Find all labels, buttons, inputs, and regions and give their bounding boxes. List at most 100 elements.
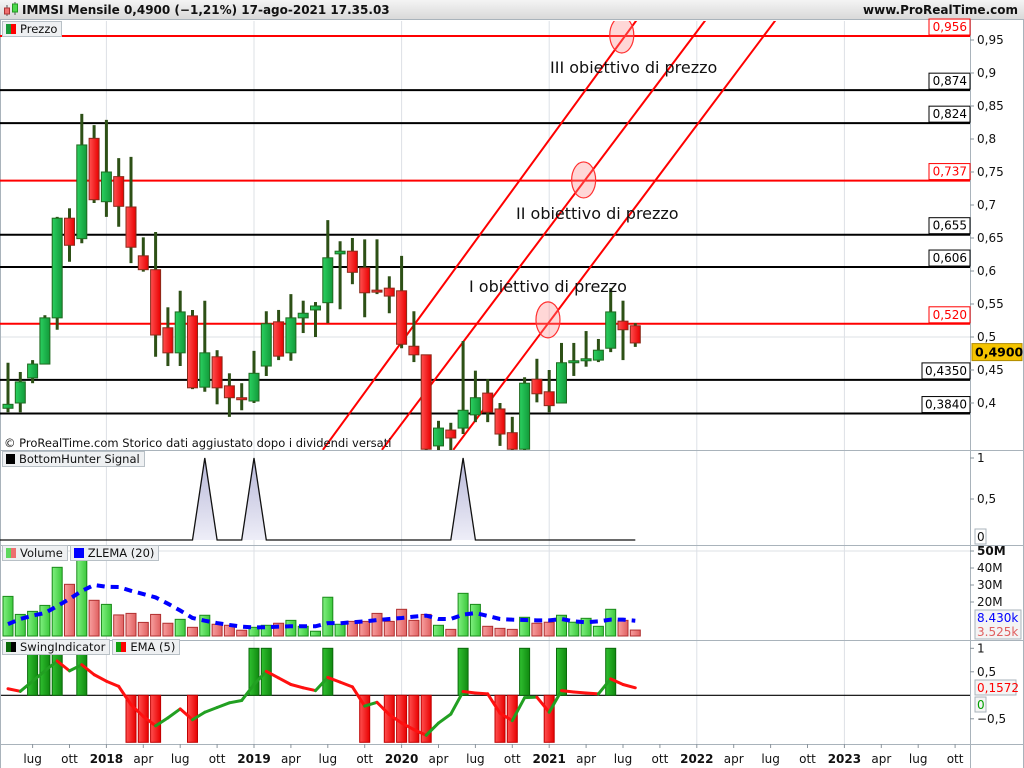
ema-segment <box>363 700 379 708</box>
legend-row-price: Prezzo <box>2 21 63 37</box>
price-level-label: 0,4350 <box>925 364 967 378</box>
swing-bar-up <box>605 647 617 696</box>
volume-bar <box>150 613 162 637</box>
swing-bar-down <box>396 694 408 743</box>
ema-segment <box>350 685 367 708</box>
price-level-label: 0,737 <box>933 165 967 179</box>
volume-bar <box>605 608 617 637</box>
candle-up <box>174 311 186 354</box>
x-axis-label: 2018 <box>90 752 123 766</box>
x-axis-label: lug <box>614 752 633 766</box>
legend-prezzo[interactable]: Prezzo <box>2 21 63 37</box>
ema-segment <box>252 669 268 686</box>
candle-down <box>273 321 285 357</box>
annotation-target-3: III obiettivo di prezzo <box>550 58 718 77</box>
site-link[interactable]: www.ProRealTime.com <box>863 3 1018 17</box>
volume-bar <box>543 621 555 637</box>
axis-label: 0,5 <box>977 330 996 344</box>
x-axis-label: apr <box>576 752 596 766</box>
green-swatch-icon <box>6 24 11 34</box>
volume-bar <box>248 626 260 637</box>
candle-down <box>617 320 629 331</box>
ema-segment <box>400 721 416 732</box>
volume-bar <box>383 620 395 637</box>
price-levels: 0,956 0,874 0,824 0,737 0,655 0,606 0,520 0,435… <box>0 18 971 415</box>
price-level-label: 0,520 <box>933 308 967 322</box>
candlestick-series <box>2 113 641 450</box>
swing-bar-up <box>556 647 567 696</box>
candle-up <box>14 381 26 404</box>
price-level-box <box>921 362 971 380</box>
x-axis-label: lug <box>466 752 485 766</box>
ema-segment <box>191 710 207 722</box>
volume-bar <box>211 623 223 637</box>
volume-bar <box>51 566 63 637</box>
candle-up <box>605 311 617 349</box>
candle-up <box>76 144 88 240</box>
swing-bar-down <box>420 694 432 743</box>
candle-up <box>248 372 260 402</box>
ema-segment <box>621 682 637 690</box>
candle-down <box>137 255 149 271</box>
candle-down <box>187 315 198 389</box>
blue-swatch-icon <box>73 548 84 558</box>
candle-down <box>211 356 223 389</box>
ema-segment <box>129 703 145 718</box>
ema-segment <box>227 698 244 705</box>
candle-down <box>371 289 383 293</box>
candle-up <box>39 317 51 365</box>
volume-bar <box>556 614 567 637</box>
candle-down <box>543 391 555 407</box>
axis-label: 0,6 <box>977 264 996 278</box>
ema-segment <box>510 696 527 723</box>
legend-ema[interactable]: EMA (5) <box>112 639 181 655</box>
legend-bottomhunter[interactable]: BottomHunter Signal <box>2 451 145 467</box>
volume-bar <box>371 612 383 637</box>
candle-up <box>592 349 604 361</box>
swing-bar-up <box>76 647 88 696</box>
legend-row-bottomhunter: BottomHunter Signal <box>2 451 145 467</box>
axis-label: 30M <box>977 578 1003 592</box>
volume-bar <box>445 628 457 637</box>
volume-bar <box>100 603 112 637</box>
bottomhunter-series <box>0 457 636 541</box>
volume-bar <box>359 620 371 637</box>
candle-down <box>346 250 358 273</box>
legend-swing[interactable]: SwingIndicator <box>2 639 111 655</box>
candle-up <box>457 409 469 429</box>
volume-bar <box>137 621 149 637</box>
axis-label: 0,8 <box>977 132 996 146</box>
x-axis-label: apr <box>871 752 891 766</box>
ema-segment <box>560 689 576 694</box>
ema-segment <box>117 684 133 707</box>
candle-up <box>2 403 14 409</box>
x-axis-label: 2022 <box>680 752 713 766</box>
volume-bar <box>260 624 272 637</box>
x-axis-label: apr <box>429 752 449 766</box>
bottomhunter-last-label: 0 <box>977 530 985 544</box>
legend-volume[interactable]: Volume <box>2 545 68 561</box>
ema-segment <box>178 707 194 722</box>
red-swatch-icon <box>121 642 127 652</box>
x-axis-label: ott <box>209 752 226 766</box>
swing-last-label: 0 <box>977 698 985 712</box>
volume-bar <box>506 628 518 637</box>
annotation-target-2: II obiettivo di prezzo <box>516 204 679 223</box>
volume-bar <box>88 599 100 637</box>
volume-bar <box>2 595 14 637</box>
green-swatch-icon <box>6 642 11 652</box>
candle-up <box>469 397 481 416</box>
ema-segment <box>203 706 219 714</box>
copyright-note: © ProRealTime.com Storico dati aggiustat… <box>4 436 392 450</box>
x-axis-label: apr <box>281 752 301 766</box>
candle-up <box>322 257 334 304</box>
legend-zlema[interactable]: ZLEMA (20) <box>69 545 160 561</box>
candle-up <box>27 363 39 379</box>
volume-bar <box>236 629 248 637</box>
x-axis-label: lug <box>23 752 42 766</box>
axis-label: 0,95 <box>977 33 1004 47</box>
price-level-box <box>928 217 971 235</box>
ema-segment <box>240 682 256 702</box>
swing-bar-down <box>408 694 420 743</box>
